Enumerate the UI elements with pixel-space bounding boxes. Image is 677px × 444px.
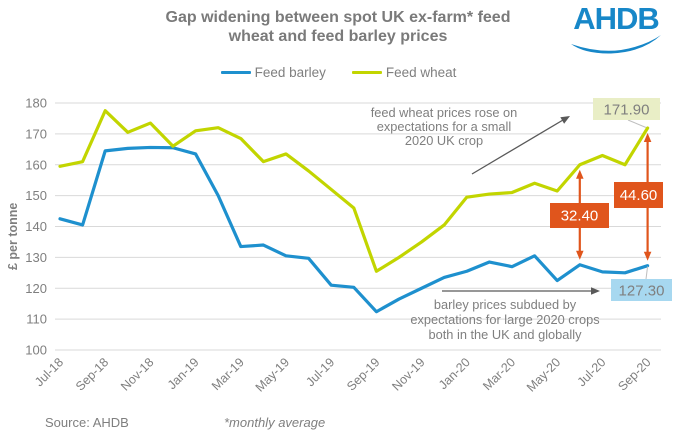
value-label-text-127.30: 127.30 [619, 283, 665, 300]
gap-label-text-44.60: 44.60 [620, 187, 658, 204]
x-tick-Jul-18: Jul-18 [32, 355, 66, 389]
x-tick-Jul-19: Jul-19 [303, 355, 337, 389]
annotation-arrow-barley-head-icon [591, 287, 600, 295]
x-tick-Mar-19: Mar-19 [209, 355, 247, 393]
x-tick-May-20: May-20 [524, 355, 563, 394]
legend-swatch-feed-wheat-icon [351, 70, 382, 75]
annotation-text-1-line1: feed wheat prices rose on [371, 105, 518, 120]
annotation-arrow-wheat [471, 119, 564, 175]
x-tick-May-19: May-19 [253, 355, 292, 394]
x-tick-Jan-20: Jan-20 [436, 355, 473, 392]
chart-title: Gap widening between spot UK ex-farm* fe… [98, 8, 578, 46]
value-label-box-171.90 [593, 98, 660, 120]
x-tick-Nov-19: Nov-19 [389, 355, 427, 393]
callout-connector-127.30 [645, 266, 649, 280]
y-tick-120: 120 [25, 281, 47, 296]
x-tick-Mar-20: Mar-20 [480, 355, 518, 393]
annotation-text-1-line3: 2020 UK crop [405, 133, 483, 148]
x-axis-labels: Jul-18 Sep-18 Nov-18 Jan-19 Mar-19 May-19 Jul-… [32, 355, 654, 394]
legend-item-feed-barley: Feed barley [220, 65, 326, 80]
y-axis-title: £ per tonne [6, 203, 20, 270]
callout-connector-171.90 [627, 119, 647, 128]
y-tick-140: 140 [25, 219, 47, 234]
x-tick-Sep-18: Sep-18 [73, 355, 111, 393]
y-axis-labels: 100 110 120 130 140 150 160 170 180 [25, 96, 47, 358]
gap-arrow-32.40-top-head-icon [576, 169, 584, 179]
annotation-arrow-wheat-head-icon [560, 116, 570, 124]
annotation-text-2: barley prices subdued by expectations for… [410, 297, 599, 342]
y-tick-150: 150 [25, 188, 47, 203]
gap-label-box-44.60 [614, 182, 663, 208]
source-text: Source: AHDB [45, 415, 129, 430]
y-tick-180: 180 [25, 96, 47, 111]
chart-title-line2: wheat and feed barley prices [228, 28, 448, 45]
x-tick-Jul-20: Jul-20 [575, 355, 609, 389]
annotation-text-1-line2: expectations for a small [377, 119, 511, 134]
annotation-text-2-line3: both in the UK and globally [429, 327, 583, 342]
annotation-text-2-line2: expectations for large 2020 crops [410, 312, 599, 327]
gap-arrow-44.60-top-head-icon [643, 133, 652, 143]
chart-title-line1: Gap widening between spot UK ex-farm* fe… [165, 9, 511, 26]
x-tick-Nov-18: Nov-18 [118, 355, 156, 393]
value-label-text-171.90: 171.90 [604, 102, 650, 119]
x-tick-Jan-19: Jan-19 [165, 355, 202, 392]
ahdb-logo: AHDB [567, 1, 665, 60]
annotation-text-1: feed wheat prices rose on expectations fo… [371, 105, 518, 148]
y-tick-130: 130 [25, 250, 47, 265]
gap-label-box-32.40 [550, 203, 609, 228]
x-tick-Sep-19: Sep-19 [344, 355, 382, 393]
ahdb-logo-text: AHDB [573, 1, 660, 36]
ahdb-logo-wave-icon [571, 35, 661, 54]
y-tick-110: 110 [26, 312, 47, 327]
gap-arrow-44.60-bottom-head-icon [643, 251, 652, 261]
y-tick-170: 170 [25, 126, 47, 141]
feed-wheat-line [58, 109, 650, 273]
legend-label-feed-wheat: Feed wheat [385, 65, 457, 80]
gap-arrow-32.40-bottom-head-icon [576, 250, 584, 260]
legend-swatch-feed-barley-icon [220, 70, 251, 75]
y-tick-100: 100 [25, 343, 47, 358]
x-tick-Sep-20: Sep-20 [615, 355, 653, 393]
feed-barley-line [58, 145, 650, 314]
annotation-text-2-line1: barley prices subdued by [434, 297, 577, 312]
legend-item-feed-wheat: Feed wheat [351, 65, 457, 80]
gap-label-text-32.40: 32.40 [561, 208, 599, 225]
legend-label-feed-barley: Feed barley [254, 65, 326, 80]
gridlines [55, 102, 661, 351]
chart-legend: Feed barley Feed wheat [0, 65, 677, 80]
value-label-box-127.30 [611, 279, 672, 301]
y-tick-160: 160 [25, 157, 47, 172]
footnote-text: *monthly average [224, 415, 326, 430]
